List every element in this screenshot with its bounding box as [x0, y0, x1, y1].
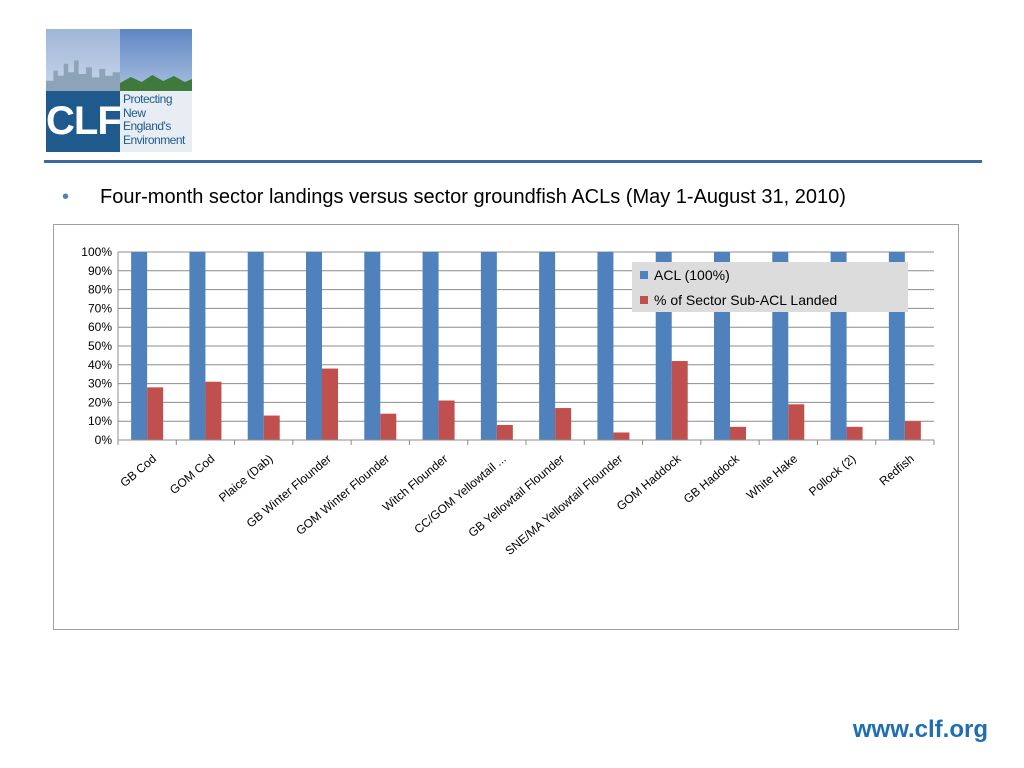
slide-headline: Four-month sector landings versus sector… — [100, 186, 846, 208]
logo-abbreviation: CLF — [46, 91, 122, 152]
y-tick-label: 30% — [88, 377, 112, 391]
x-tick-label: GOM Haddock — [614, 451, 685, 513]
x-tick-label: Pollock (2) — [806, 452, 858, 499]
bar — [131, 252, 148, 440]
bar — [904, 421, 921, 440]
chart-frame: 0% 10% 20% 30% 40% 50% 60% 70% 80% 90% 100% GB Cod G… — [53, 224, 959, 630]
bar — [788, 404, 805, 440]
bar — [846, 426, 863, 440]
bar — [380, 413, 397, 440]
logo-tagline-line: Protecting — [123, 92, 173, 106]
bar — [306, 252, 322, 440]
x-tick-label: SNE/MA Yellowtail Flounder — [502, 452, 625, 558]
header-divider — [44, 160, 982, 163]
bar — [205, 381, 222, 440]
y-tick-label: 0% — [95, 433, 113, 447]
x-tick-label: Redfish — [877, 452, 917, 489]
y-tick-label: 80% — [88, 283, 112, 297]
y-tick-label: 50% — [88, 339, 112, 353]
bar — [613, 432, 630, 440]
x-tick-label: Plaice (Dab) — [216, 452, 276, 505]
bar — [496, 424, 513, 440]
bar — [422, 252, 439, 440]
clf-logo: CLF Protecting New England's Environment — [46, 29, 192, 152]
x-tick-label: GB Yellowtail Flounder — [466, 452, 567, 540]
x-tick-label: GB Haddock — [681, 451, 743, 506]
logo-tagline-line: New England's — [123, 105, 171, 133]
bullet-icon: • — [62, 186, 70, 208]
bar — [263, 415, 280, 440]
bar — [322, 368, 338, 440]
legend-swatch — [640, 296, 648, 304]
y-tick-label: 60% — [88, 320, 112, 334]
x-tick-label: GOM Cod — [167, 452, 217, 497]
bar-chart: 0%10%20%30%40%50%60%70%80%90%100%GB Cod G… — [81, 245, 935, 558]
logo-tagline-line: Environment — [123, 132, 185, 147]
bar — [730, 426, 746, 440]
y-tick-label: 20% — [88, 395, 112, 409]
x-tick-label: White Hake — [744, 451, 801, 502]
y-tick-label: 10% — [88, 414, 112, 428]
legend-box — [632, 262, 908, 312]
y-tick-label: 100% — [81, 245, 112, 259]
bar — [555, 408, 572, 440]
bar — [364, 252, 381, 440]
footer-url[interactable]: www.clf.org — [852, 716, 988, 743]
bar — [539, 252, 556, 440]
bar — [438, 400, 455, 440]
legend-swatch — [640, 271, 648, 279]
bar — [189, 252, 206, 440]
legend-label: % of Sector Sub-ACL Landed — [654, 292, 837, 308]
bar — [247, 252, 264, 440]
bar — [480, 252, 497, 440]
x-tick-label: GB Cod — [117, 452, 159, 490]
y-tick-label: 90% — [88, 264, 112, 278]
logo-tagline: Protecting New England's Environment — [123, 92, 189, 147]
logo-skyline-image — [46, 29, 192, 91]
legend-label: ACL (100%) — [654, 267, 730, 283]
y-tick-label: 40% — [88, 358, 112, 372]
bar — [671, 361, 688, 440]
y-tick-label: 70% — [88, 301, 112, 315]
bar — [147, 387, 164, 440]
bar — [597, 252, 614, 440]
